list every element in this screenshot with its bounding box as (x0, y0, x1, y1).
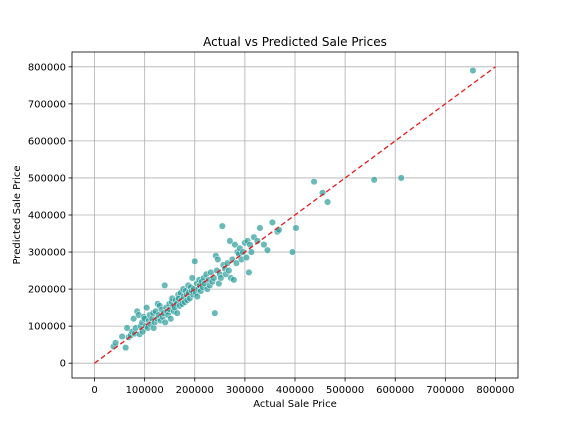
data-point (112, 340, 119, 347)
x-tick-label: 0 (91, 385, 97, 396)
x-tick-label: 200000 (176, 385, 214, 396)
data-point (161, 282, 168, 289)
data-point (189, 275, 196, 282)
y-axis-label: Predicted Sale Price (12, 165, 23, 264)
y-tick-label: 600000 (28, 136, 66, 147)
data-point (269, 219, 276, 226)
x-tick-label: 300000 (226, 385, 264, 396)
y-tick-label: 0 (60, 359, 66, 370)
data-point (289, 249, 296, 256)
data-point (264, 247, 271, 254)
data-point (470, 67, 477, 74)
data-points (110, 67, 476, 351)
data-point (215, 256, 222, 263)
data-point (324, 199, 331, 206)
x-tick-label: 600000 (376, 385, 414, 396)
data-point (219, 223, 226, 230)
data-point (243, 254, 250, 261)
data-point (311, 178, 318, 185)
data-point (246, 269, 253, 276)
y-tick-label: 500000 (28, 173, 66, 184)
y-tick-label: 100000 (28, 322, 66, 333)
chart-title: Actual vs Predicted Sale Prices (203, 35, 387, 49)
data-point (191, 258, 198, 265)
data-point (293, 225, 300, 232)
x-tick-label: 100000 (126, 385, 164, 396)
x-axis-ticks: 0 100000 200000 300000 400000 500000 600000 700… (91, 378, 514, 396)
x-tick-label: 500000 (326, 385, 364, 396)
data-point (257, 225, 264, 232)
data-point (212, 310, 219, 317)
y-tick-label: 800000 (28, 62, 66, 73)
data-point (226, 267, 233, 274)
y-tick-label: 200000 (28, 285, 66, 296)
data-point (143, 304, 150, 311)
x-tick-label: 800000 (476, 385, 514, 396)
x-axis-label: Actual Sale Price (253, 399, 337, 410)
data-point (174, 310, 181, 317)
x-tick-label: 400000 (276, 385, 314, 396)
y-tick-label: 300000 (28, 248, 66, 259)
data-point (122, 344, 129, 351)
y-tick-label: 700000 (28, 99, 66, 110)
data-point (167, 315, 174, 322)
data-point (119, 333, 126, 340)
data-point (231, 277, 238, 284)
data-point (248, 249, 255, 256)
data-point (371, 177, 378, 184)
y-tick-label: 400000 (28, 211, 66, 222)
data-point (398, 175, 405, 182)
y-axis-ticks: 0 100000 200000 300000 400000 500000 600000 700… (28, 62, 72, 369)
x-tick-label: 700000 (426, 385, 464, 396)
